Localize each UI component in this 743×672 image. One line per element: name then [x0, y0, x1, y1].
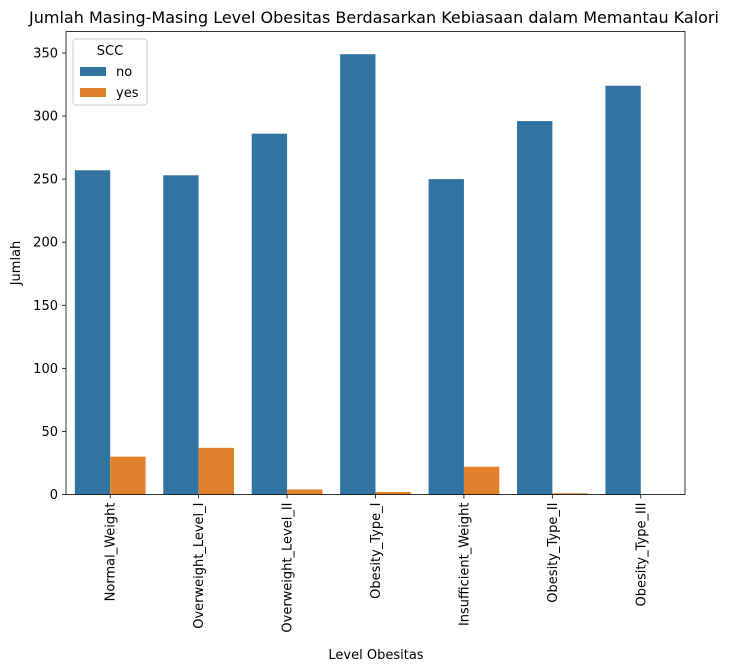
legend: SCC no yes: [72, 38, 148, 106]
x-tick-label: Obesity_Type_I: [369, 503, 384, 599]
x-tick-label: Normal_Weight: [104, 503, 119, 602]
bar-yes-Normal_Weight: [110, 456, 146, 495]
bar-no-Obesity_Type_II: [516, 121, 553, 495]
bar-yes-Obesity_Type_II: [552, 493, 588, 495]
y-tick-label: 350: [33, 46, 58, 61]
x-tick-label: Overweight_Level_II: [281, 503, 296, 633]
bar-yes-Overweight_Level_I: [198, 447, 235, 495]
y-tick-label: 50: [41, 425, 58, 440]
bars-group: [74, 54, 641, 495]
bar-yes-Obesity_Type_I: [375, 491, 411, 495]
x-tick-label: Obesity_Type_III: [634, 503, 649, 607]
y-tick-label: 150: [33, 299, 58, 314]
bar-no-Insufficient_Weight: [428, 179, 464, 495]
y-axis: 0 50 100 150 200 250 300 350: [33, 46, 66, 503]
x-axis: Normal_Weight Overweight_Level_I Overweigh…: [104, 494, 649, 633]
y-tick-label: 250: [33, 173, 58, 188]
chart-title: Jumlah Masing-Masing Level Obesitas Berd…: [28, 8, 719, 27]
bar-no-Obesity_Type_III: [605, 85, 641, 495]
y-tick-label: 0: [50, 488, 58, 503]
y-tick-label: 200: [33, 236, 58, 251]
bar-yes-Overweight_Level_II: [287, 489, 323, 495]
bar-yes-Insufficient_Weight: [463, 466, 500, 495]
y-tick-label: 300: [33, 110, 58, 125]
legend-swatch-no: [80, 67, 106, 76]
legend-label-yes: yes: [116, 86, 139, 101]
legend-swatch-yes: [80, 88, 106, 97]
legend-label-no: no: [116, 65, 132, 80]
bar-no-Normal_Weight: [74, 170, 111, 495]
bar-no-Obesity_Type_I: [340, 54, 376, 495]
y-axis-label: Jumlah: [9, 241, 24, 287]
x-tick-label: Obesity_Type_II: [546, 503, 561, 603]
y-tick-label: 100: [33, 362, 58, 377]
x-tick-label: Insufficient_Weight: [457, 503, 472, 627]
legend-title: SCC: [97, 44, 123, 59]
x-tick-label: Overweight_Level_I: [192, 503, 207, 629]
x-axis-label: Level Obesitas: [328, 648, 423, 663]
bar-no-Overweight_Level_I: [163, 175, 199, 495]
bar-no-Overweight_Level_II: [251, 133, 288, 495]
